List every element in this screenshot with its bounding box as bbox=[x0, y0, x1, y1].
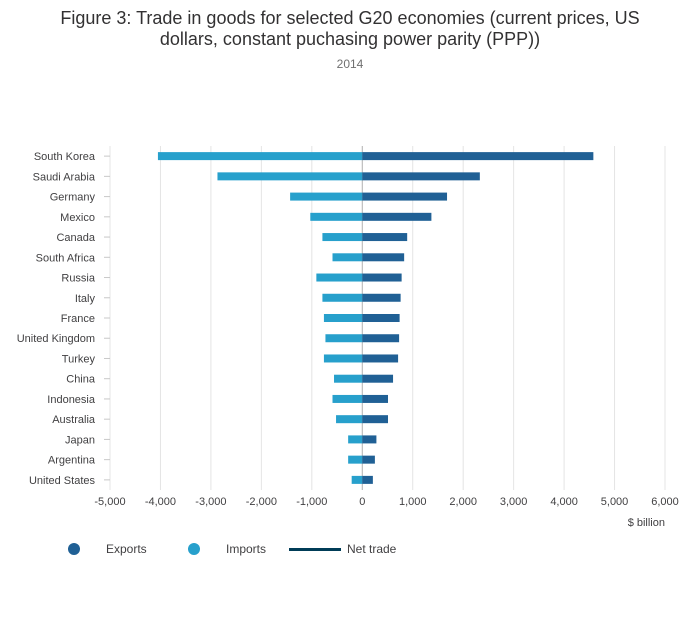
bar-imports bbox=[290, 192, 363, 201]
x-tick-label: -1,000 bbox=[296, 496, 327, 508]
bar-exports bbox=[362, 455, 375, 464]
bar-exports bbox=[362, 374, 394, 383]
bar-imports bbox=[322, 233, 363, 242]
bar-exports bbox=[362, 415, 389, 424]
bar-exports bbox=[362, 314, 400, 322]
bar-imports bbox=[325, 334, 363, 343]
category-label: Japan bbox=[65, 434, 95, 446]
bar-imports bbox=[348, 455, 363, 464]
category-label: South Africa bbox=[36, 252, 96, 264]
bar-imports bbox=[316, 273, 363, 282]
category-label: Italy bbox=[75, 293, 96, 305]
bar-imports bbox=[310, 212, 363, 221]
bar-exports bbox=[362, 334, 400, 343]
x-tick-label: 6,000 bbox=[651, 496, 679, 508]
bar-imports bbox=[334, 374, 363, 383]
x-tick-label: -5,000 bbox=[94, 496, 125, 508]
bar-imports bbox=[323, 314, 363, 322]
category-label: Saudi Arabia bbox=[33, 171, 96, 183]
x-tick-label: 5,000 bbox=[601, 496, 629, 508]
legend-imports-label: Imports bbox=[226, 542, 267, 556]
bar-exports bbox=[362, 192, 448, 201]
bar-exports bbox=[362, 394, 389, 403]
x-axis-title: $ billion bbox=[628, 517, 665, 529]
category-label: Australia bbox=[52, 414, 96, 426]
bar-imports bbox=[323, 354, 363, 363]
chart-title-line-1: Figure 3: Trade in goods for selected G2… bbox=[60, 8, 640, 28]
chart-title: Figure 3: Trade in goods for selected G2… bbox=[0, 8, 700, 50]
bar-chart: -5,000 -4,000 -3,000 -2,000 -1,000 0 1,000 2,00… bbox=[17, 146, 679, 529]
category-label: Russia bbox=[61, 273, 96, 285]
x-tick-label: -3,000 bbox=[195, 496, 226, 508]
x-tick-label: 1,000 bbox=[399, 496, 427, 508]
bar-imports bbox=[332, 253, 363, 262]
category-label: Germany bbox=[50, 192, 96, 204]
bar-exports bbox=[362, 172, 480, 181]
category-label: France bbox=[61, 313, 95, 325]
legend-item-exports[interactable]: Exports bbox=[68, 538, 147, 560]
bar-imports bbox=[332, 394, 363, 403]
bar-exports bbox=[362, 354, 399, 363]
bar-imports bbox=[348, 435, 363, 444]
category-label: United States bbox=[29, 475, 96, 487]
category-label: United Kingdom bbox=[17, 333, 95, 345]
x-tick-label: 2,000 bbox=[449, 496, 477, 508]
legend-exports-marker bbox=[68, 543, 80, 555]
x-tick-label: -2,000 bbox=[246, 496, 277, 508]
legend-imports-marker bbox=[188, 543, 200, 555]
x-tick-label: 4,000 bbox=[550, 496, 578, 508]
bar-exports bbox=[362, 293, 401, 302]
category-label: Mexico bbox=[60, 212, 95, 224]
x-tick-label: -4,000 bbox=[145, 496, 176, 508]
x-tick-label: 3,000 bbox=[500, 496, 528, 508]
x-tick-label: 0 bbox=[359, 496, 365, 508]
category-label: South Korea bbox=[34, 151, 96, 163]
category-label: Indonesia bbox=[47, 394, 96, 406]
legend-net-trade-marker bbox=[289, 547, 341, 551]
bar-exports bbox=[362, 273, 402, 282]
chart-legend: Exports Imports Net trade bbox=[0, 538, 700, 560]
legend-net-trade-label: Net trade bbox=[347, 542, 397, 556]
bar-imports bbox=[217, 172, 363, 181]
legend-item-net-trade[interactable]: Net trade bbox=[289, 538, 396, 560]
bar-exports bbox=[362, 233, 408, 242]
bar-exports bbox=[362, 253, 405, 262]
category-label: Turkey bbox=[62, 353, 96, 365]
bar-exports bbox=[362, 435, 377, 444]
bar-imports bbox=[322, 293, 363, 302]
category-label: China bbox=[66, 374, 96, 386]
chart-title-line-2: dollars, constant puchasing power parity… bbox=[159, 29, 541, 49]
chart-subtitle: 2014 bbox=[336, 57, 364, 71]
bar-exports bbox=[362, 212, 432, 221]
bar-imports bbox=[157, 152, 363, 161]
category-label: Argentina bbox=[48, 455, 96, 467]
bar-imports bbox=[351, 475, 363, 484]
bar-exports bbox=[362, 152, 594, 161]
legend-item-imports[interactable]: Imports bbox=[188, 538, 266, 560]
bar-exports bbox=[362, 475, 373, 484]
legend-exports-label: Exports bbox=[106, 542, 147, 556]
category-label: Canada bbox=[56, 232, 95, 244]
bar-imports bbox=[336, 415, 363, 424]
